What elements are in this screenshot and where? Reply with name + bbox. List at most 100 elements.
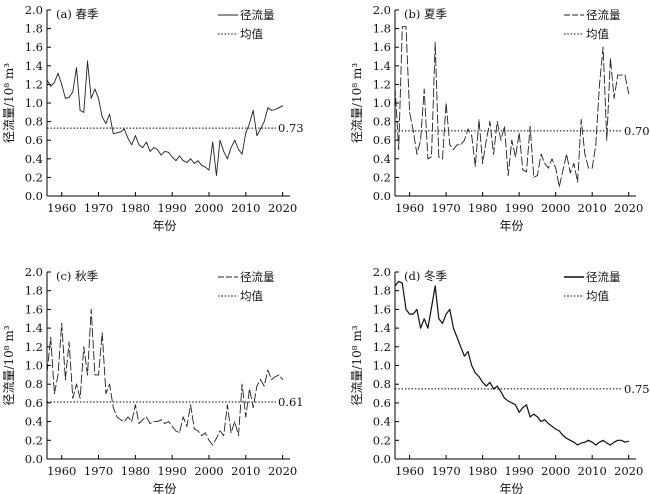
mean-value-label: 0.61 [278,395,304,409]
x-tick-label: 1990 [158,201,187,215]
y-tick-label: 1.8 [373,22,391,36]
data-point [193,428,195,430]
data-point [427,327,429,329]
data-point [416,153,418,155]
data-point [61,83,63,85]
x-tick-label: 1980 [121,464,150,478]
y-tick-label: 1.8 [373,284,391,298]
data-point [226,404,228,406]
data-point [551,158,553,160]
x-tick-label: 2000 [194,464,223,478]
data-point [263,385,265,387]
data-point [267,369,269,371]
data-point [474,372,476,374]
data-point [398,280,400,282]
y-tick-label: 1.6 [373,302,391,316]
data-point [551,425,553,427]
y-tick-label: 0.8 [25,115,43,129]
panel-c: 0.0 0.2 0.4 0.6 0.8 1.0 1.2 1.4 1.6 1.8 2.0 1960 197… [2,265,304,494]
data-point [215,437,217,439]
data-point [79,397,81,399]
data-point [584,153,586,155]
data-point [234,421,236,423]
data-point [566,437,568,439]
data-point [94,374,96,376]
x-axis-title: 年份 [499,219,523,233]
y-tick-label: 0.2 [373,170,391,184]
data-point [212,141,214,143]
y-tick-label: 0.2 [25,170,43,184]
data-point [478,119,480,121]
data-point [500,139,502,141]
legend-mean-label: 均值 [240,289,263,303]
data-point [540,421,542,423]
data-point [245,132,247,134]
data-point [109,383,111,385]
data-point [186,162,188,163]
data-point [175,160,177,162]
data-point [536,416,538,418]
data-point [438,318,440,320]
data-point [234,139,236,141]
data-point [171,156,173,158]
data-point [149,423,151,424]
data-point [423,88,425,90]
data-point [478,376,480,378]
data-point [142,147,144,149]
data-point [260,379,261,380]
y-tick-label: 0.4 [373,152,391,166]
data-point [131,144,133,146]
data-point [278,374,280,376]
legend-mean-label: 均值 [586,289,609,303]
data-point [182,416,184,418]
legend-series-label: 径流量 [240,8,275,22]
data-point [529,125,531,127]
data-point [482,381,484,383]
data-point [282,105,284,107]
data-point [153,147,155,149]
data-point [544,162,546,164]
x-tick-label: 2000 [541,201,570,215]
data-point [595,144,597,146]
data-point [577,181,579,183]
x-tick-label: 2010 [231,201,260,215]
data-point [434,42,436,44]
data-point [215,175,217,176]
data-point [511,139,513,141]
y-tick-label: 1.0 [25,359,43,373]
panel-b: 0.0 0.2 0.4 0.6 0.8 1.0 1.2 1.4 1.6 1.8 2.0 1960 197… [350,3,650,233]
y-tick-label: 0.4 [25,152,43,166]
data-point [282,379,284,380]
data-point [116,132,118,134]
panel-d: 0.0 0.2 0.4 0.6 0.8 1.0 1.2 1.4 1.6 1.8 2.0 1960 197… [350,265,650,494]
y-tick-label: 0.0 [373,452,391,466]
data-point [168,421,169,423]
data-point [445,102,447,104]
y-tick-label: 1.8 [25,284,43,298]
y-axis-title: 径流量/10⁸ m³ [350,325,364,405]
x-tick-label: 2020 [268,201,297,215]
data-point [50,85,52,87]
data-point [467,128,469,130]
data-point [507,400,509,402]
data-point [64,97,66,99]
y-tick-label: 1.6 [25,302,43,316]
data-point [175,430,177,432]
data-point [179,155,180,157]
data-point [471,135,473,137]
x-axis-title: 年份 [499,482,523,494]
data-point [431,307,432,308]
data-point [489,121,491,123]
data-point [127,416,129,418]
data-point [442,158,443,160]
data-point [68,341,70,343]
data-point [72,91,74,93]
data-point [526,404,527,406]
data-point [79,109,81,111]
data-point [101,332,103,334]
data-point [489,381,491,383]
x-tick-label: 1970 [84,464,113,478]
y-tick-label: 0.4 [25,415,43,429]
y-tick-label: 1.6 [373,40,391,54]
data-point [533,176,535,178]
